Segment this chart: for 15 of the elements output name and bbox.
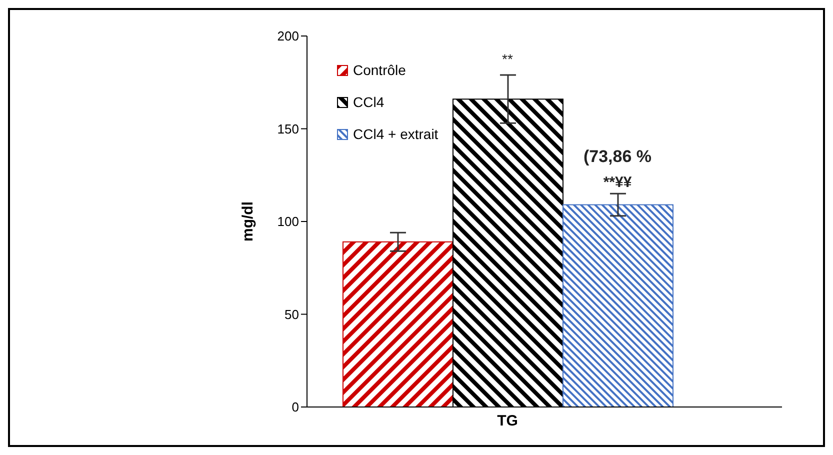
annotation: ** [501,50,514,68]
y-tick-label: 150 [277,121,299,136]
y-tick-label: 0 [292,400,299,415]
legend-label: CCl4 [353,94,384,110]
bar [342,241,454,407]
legend-label: Contrôle [353,62,406,78]
legend-label: CCl4 + extrait [353,126,438,142]
y-axis-title: mg/dl [239,202,256,242]
x-tick-label: TG [497,412,518,430]
y-tick-label: 200 [277,28,299,44]
annotation: (73,86 % [582,147,653,168]
bar [562,204,674,407]
y-tick-label: 50 [284,306,299,322]
y-tick-label: 100 [277,214,299,230]
annotation: **¥¥ [602,174,633,192]
